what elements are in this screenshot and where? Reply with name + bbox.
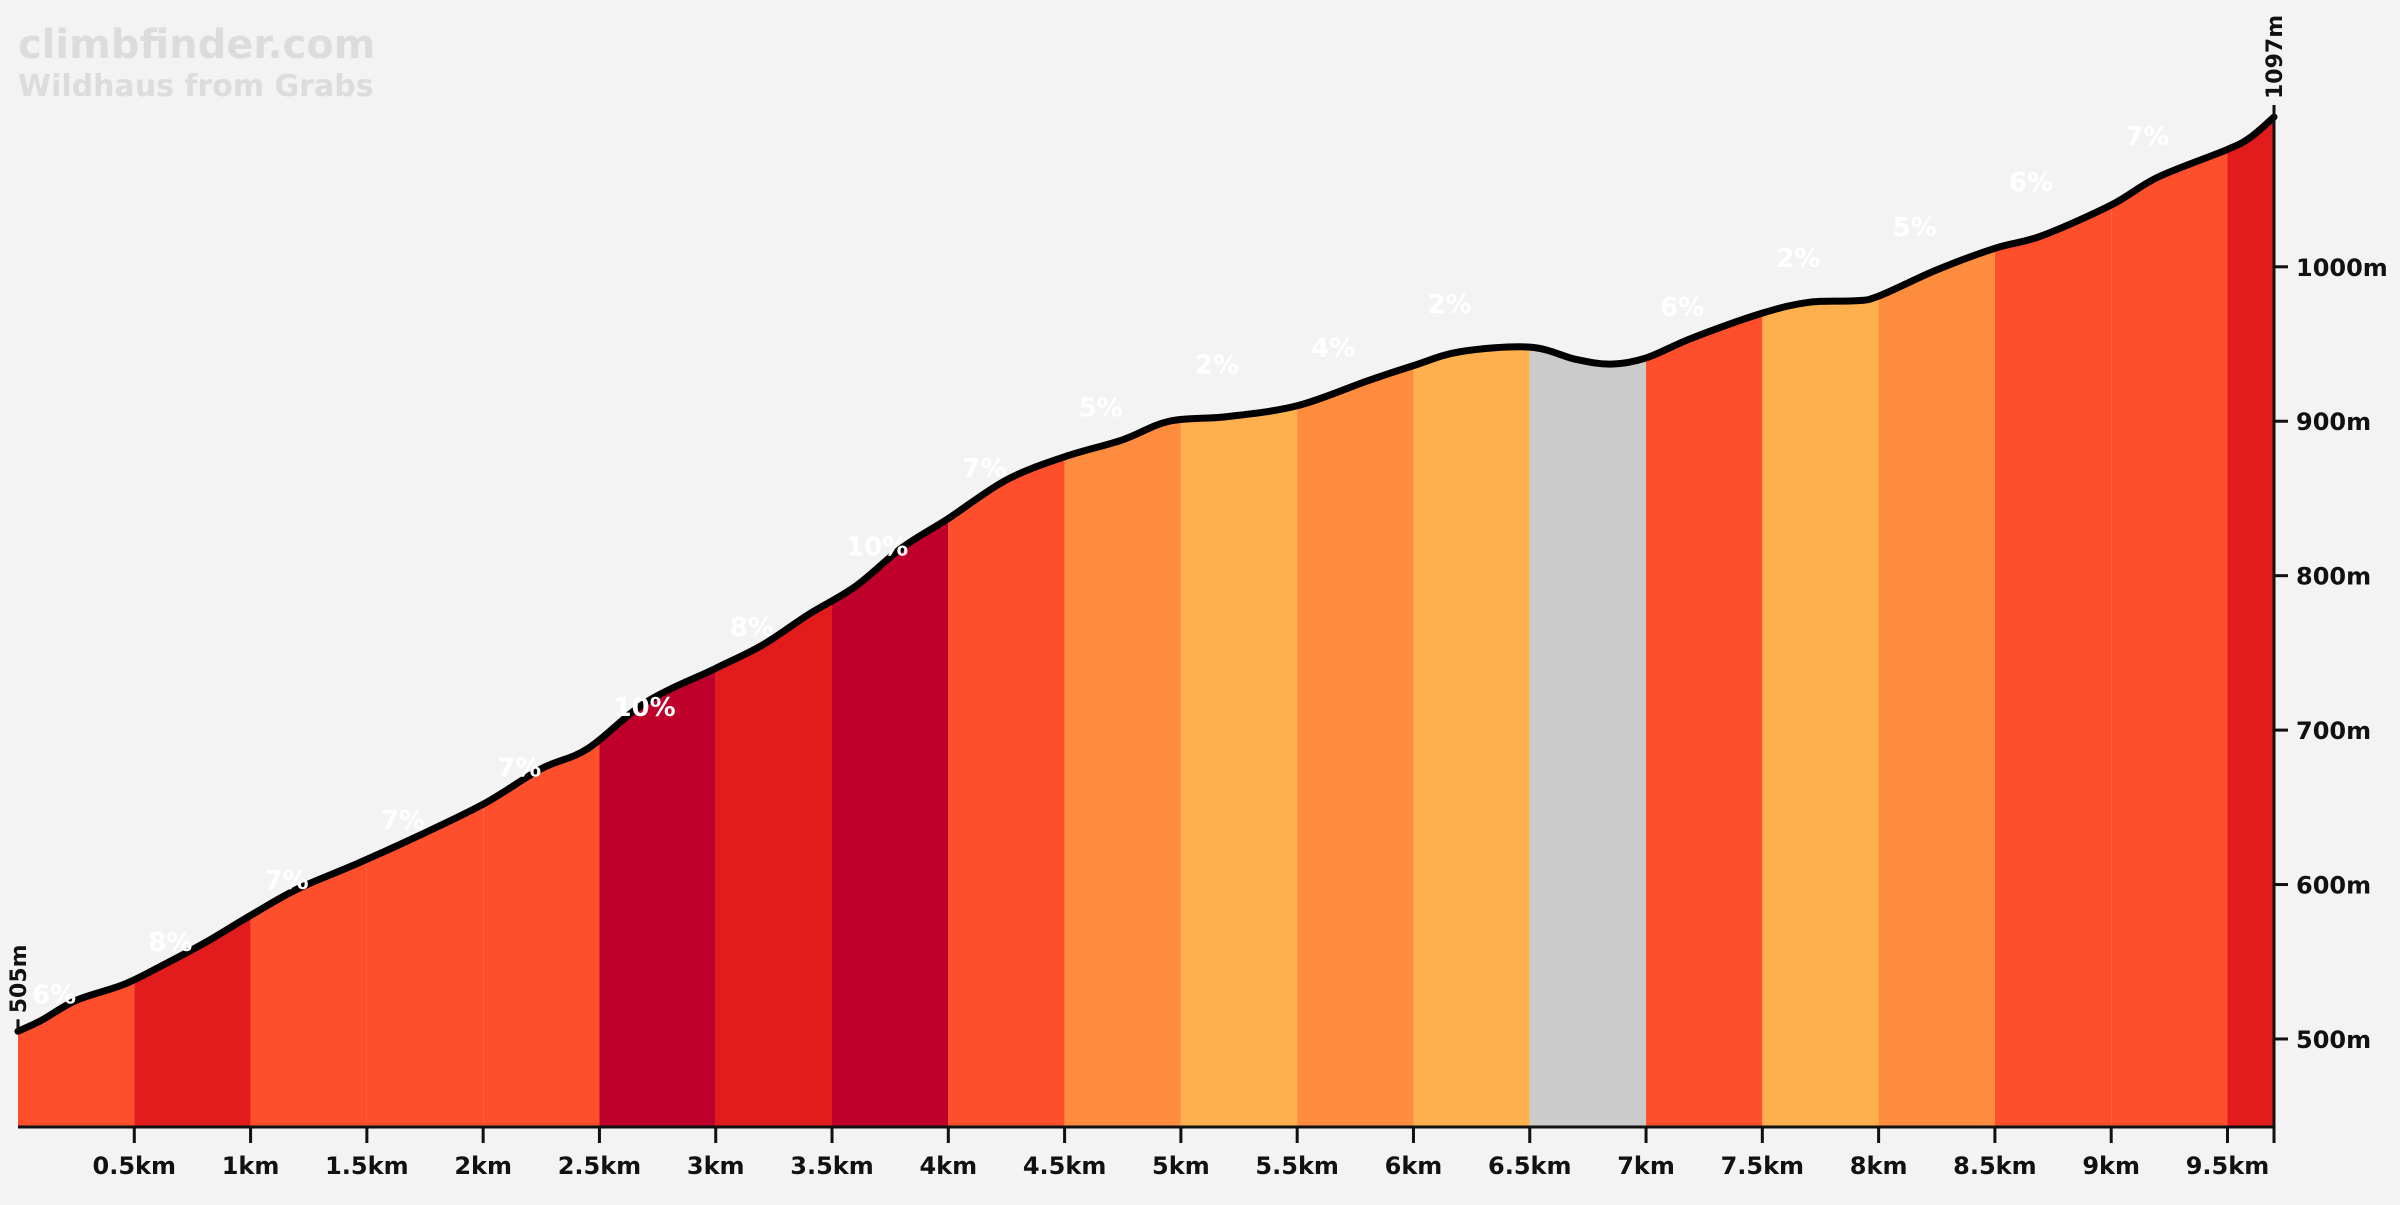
- x-tick-label-11: 6km: [1385, 1152, 1443, 1180]
- y-tick-label-5: 1000m: [2296, 254, 2388, 282]
- y-tick-label-0: 500m: [2296, 1026, 2371, 1054]
- x-tick-label-17: 9km: [2082, 1152, 2140, 1180]
- gradient-segment-11: [1297, 117, 1414, 1127]
- gradient-segment-5: [599, 117, 716, 1127]
- grade-label-6: 8%: [730, 613, 774, 643]
- x-tick-label-15: 8km: [1850, 1152, 1908, 1180]
- x-tick-label-2: 1.5km: [325, 1152, 408, 1180]
- gradient-segment-0: [18, 117, 135, 1127]
- gradient-segment-8: [948, 117, 1065, 1127]
- x-tick-label-1: 1km: [222, 1152, 280, 1180]
- start-elevation-label: 505m: [7, 944, 32, 1013]
- grade-label-5: 10%: [613, 693, 675, 723]
- grade-label-10: 2%: [1195, 350, 1239, 380]
- grade-label-16: 5%: [1893, 213, 1937, 243]
- x-tick-label-8: 4.5km: [1023, 1152, 1106, 1180]
- y-tick-label-4: 900m: [2296, 408, 2371, 436]
- gradient-segment-4: [483, 117, 600, 1127]
- gradient-segment-13: [1529, 117, 1647, 1127]
- y-tick-label-1: 600m: [2296, 872, 2371, 900]
- gradient-segment-18: [2111, 117, 2228, 1127]
- grade-label-8: 7%: [962, 454, 1006, 484]
- profile-line: [14, 113, 2278, 1035]
- gradient-segment-16: [1878, 117, 1995, 1127]
- x-tick-label-14: 7.5km: [1721, 1152, 1804, 1180]
- y-tick-label-2: 700m: [2296, 717, 2371, 745]
- gradient-segment-2: [250, 117, 367, 1127]
- x-tick-label-7: 4km: [919, 1152, 977, 1180]
- grade-label-4: 7%: [497, 753, 541, 783]
- grade-label-14: 6%: [1660, 293, 1704, 323]
- gradient-segment-7: [832, 117, 949, 1127]
- grade-label-12: 2%: [1427, 290, 1471, 320]
- y-tick-label-3: 800m: [2296, 563, 2371, 591]
- x-tick-label-13: 7km: [1617, 1152, 1675, 1180]
- gradient-segment-14: [1646, 117, 1763, 1127]
- x-tick-label-18: 9.5km: [2186, 1152, 2269, 1180]
- gradient-segment-3: [366, 117, 484, 1127]
- grade-label-0: 6%: [32, 980, 76, 1010]
- x-tick-label-16: 8.5km: [1953, 1152, 2036, 1180]
- gradient-segment-12: [1413, 117, 1530, 1127]
- grade-label-18: 7%: [2125, 122, 2169, 152]
- grade-label-3: 7%: [381, 806, 425, 836]
- grade-label-11: 4%: [1311, 333, 1355, 363]
- gradient-segment-9: [1064, 117, 1181, 1127]
- x-tick-label-9: 5km: [1152, 1152, 1210, 1180]
- site-logo-text: climbfinder.com: [18, 22, 375, 68]
- end-elevation-label: 1097m: [2263, 15, 2288, 99]
- grade-label-7: 10%: [846, 533, 908, 563]
- x-tick-label-4: 2.5km: [558, 1152, 641, 1180]
- grade-label-2: 7%: [265, 866, 309, 896]
- grade-label-17: 6%: [2009, 168, 2053, 198]
- grade-label-9: 5%: [1079, 394, 1123, 424]
- grade-label-15: 2%: [1776, 244, 1820, 274]
- x-tick-label-3: 2km: [454, 1152, 512, 1180]
- x-tick-label-0: 0.5km: [93, 1152, 176, 1180]
- gradient-segment-17: [1994, 117, 2112, 1127]
- x-tick-label-10: 5.5km: [1255, 1152, 1338, 1180]
- x-tick-label-5: 3km: [687, 1152, 745, 1180]
- x-tick-label-6: 3.5km: [790, 1152, 873, 1180]
- gradient-segment-19: [2227, 117, 2274, 1127]
- gradient-segment-10: [1180, 117, 1298, 1127]
- climb-title: Wildhaus from Grabs: [18, 69, 374, 104]
- grade-label-1: 8%: [148, 928, 192, 958]
- x-tick-label-12: 6.5km: [1488, 1152, 1571, 1180]
